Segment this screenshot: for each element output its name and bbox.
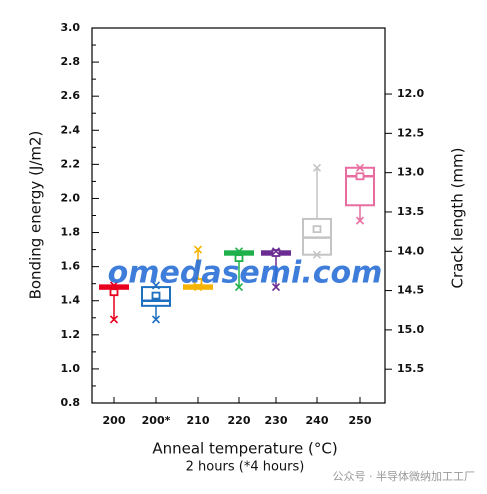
- max-marker: [151, 281, 161, 290]
- y-tick-label: 2.6: [61, 89, 81, 102]
- max-marker: [109, 281, 119, 290]
- mean-marker: [234, 254, 244, 263]
- mean-marker: [312, 225, 322, 234]
- max-marker: [234, 247, 244, 256]
- y2-tick-label: 14.0: [397, 244, 424, 257]
- max-marker: [312, 163, 322, 172]
- y2-tick-label: 13.0: [397, 166, 424, 179]
- y2-tick-label: 14.5: [397, 284, 424, 297]
- plot-frame: [91, 27, 386, 404]
- mean-marker: [109, 288, 119, 297]
- y-tick-label: 1.4: [61, 294, 81, 307]
- max-marker: [193, 245, 203, 254]
- y-tick-label: 1.0: [61, 362, 81, 375]
- x-tick-label: 200: [103, 414, 126, 427]
- y2-tick-label: 13.5: [397, 205, 424, 218]
- y-tick-label: 2.0: [61, 191, 81, 204]
- y-tick-label: 2.4: [61, 123, 81, 136]
- mean-marker: [193, 278, 203, 286]
- y-tick-label: 0.8: [61, 396, 81, 409]
- footer-watermark: 公众号 · 半导体微纳加工工厂: [333, 469, 476, 483]
- y2-tick-label: 12.0: [397, 87, 424, 100]
- y-tick-label: 1.2: [61, 328, 81, 341]
- mean-marker: [271, 249, 281, 257]
- y2-tick-label: 15.0: [397, 323, 424, 336]
- x-tick-label: 240: [306, 414, 329, 427]
- min-marker: [193, 283, 203, 292]
- min-marker: [312, 250, 322, 259]
- mean-marker: [151, 291, 161, 300]
- y-tick-label: 3.0: [61, 21, 81, 34]
- max-marker: [355, 163, 365, 172]
- y-tick-label: 2.2: [61, 157, 81, 170]
- min-marker: [109, 315, 119, 324]
- x-axis-label: Anneal temperature (°C): [152, 440, 337, 458]
- y2-tick-label: 15.5: [397, 362, 424, 375]
- watermark: omedasemi.com: [108, 256, 383, 291]
- max-marker: [271, 247, 281, 256]
- min-marker: [234, 283, 244, 292]
- y2-tick-label: 12.5: [397, 126, 424, 139]
- x-tick-label: 220: [228, 414, 251, 427]
- min-marker: [151, 315, 161, 324]
- y-axis-label: Bonding energy (J/m2): [27, 131, 45, 300]
- y2-axis-label: Crack length (mm): [449, 147, 467, 288]
- x-tick-label: 210: [187, 414, 210, 427]
- min-marker: [355, 216, 365, 225]
- x-tick-label: 230: [265, 414, 288, 427]
- y-tick-label: 1.6: [61, 260, 81, 273]
- mean-marker: [355, 172, 365, 181]
- x-tick-label: 250: [349, 414, 372, 427]
- min-marker: [271, 283, 281, 292]
- x-tick-label: 200*: [142, 414, 171, 427]
- x-axis-sublabel: 2 hours (*4 hours): [186, 460, 305, 475]
- y-tick-label: 1.8: [61, 226, 81, 239]
- y-tick-label: 2.8: [61, 55, 81, 68]
